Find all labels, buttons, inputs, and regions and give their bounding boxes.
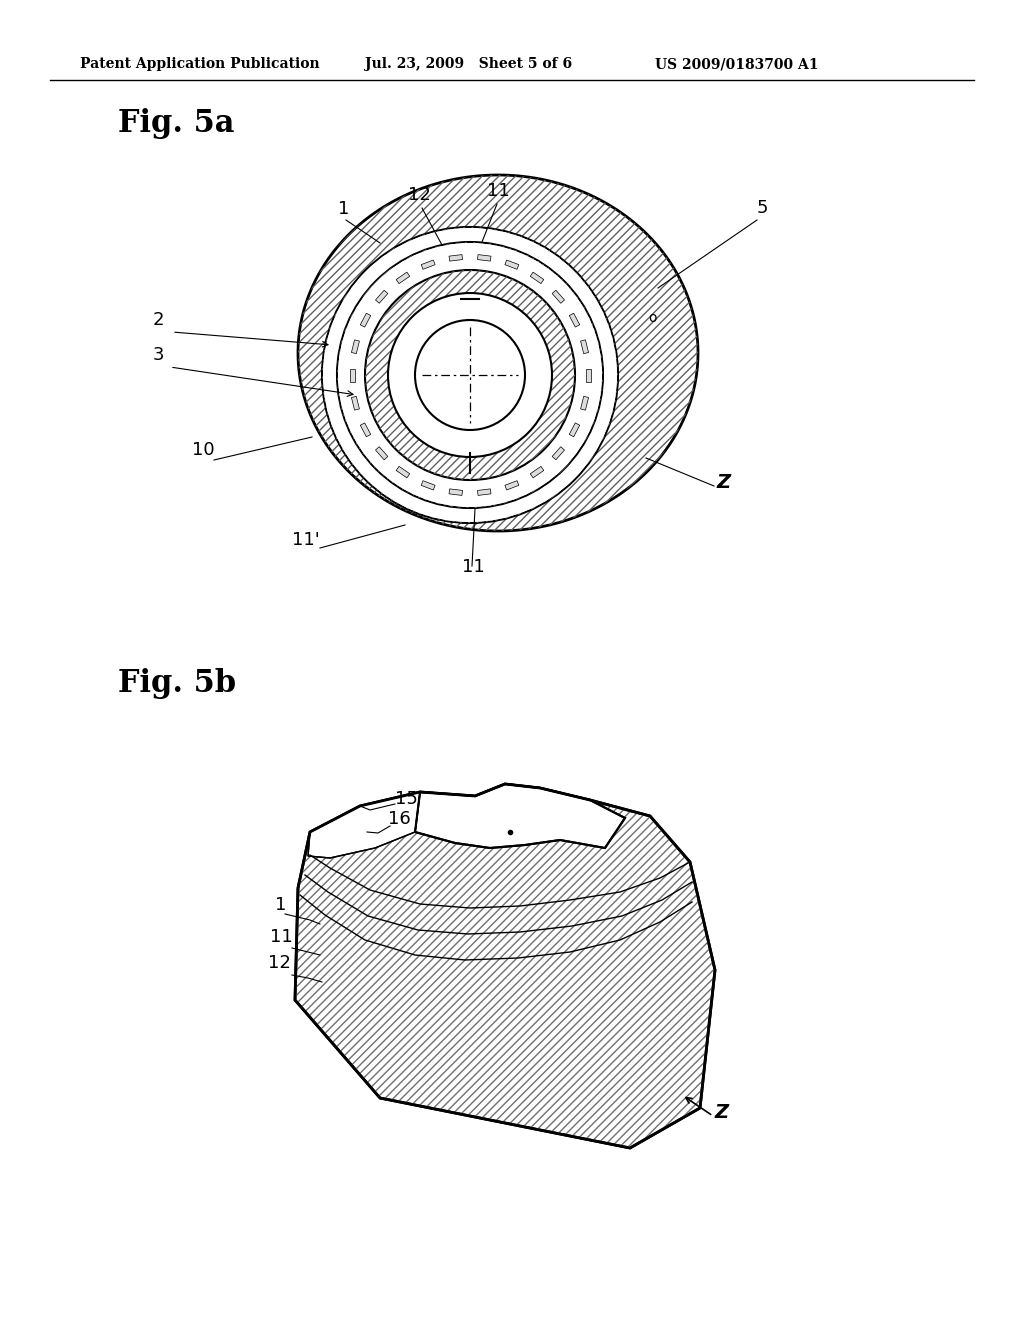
Bar — [477, 255, 490, 261]
Bar — [360, 313, 371, 327]
Bar — [396, 466, 410, 478]
Text: 11: 11 — [487, 182, 510, 201]
Text: 12: 12 — [268, 954, 291, 972]
Bar — [581, 339, 589, 354]
Text: 1: 1 — [338, 201, 349, 218]
Polygon shape — [298, 176, 698, 531]
Text: 2: 2 — [153, 312, 165, 329]
Text: 11: 11 — [462, 558, 484, 576]
Text: 11': 11' — [292, 531, 319, 549]
Bar — [569, 313, 580, 327]
Text: Fig. 5a: Fig. 5a — [118, 108, 234, 139]
Bar — [569, 422, 580, 437]
Bar — [421, 480, 435, 490]
Bar — [421, 260, 435, 269]
Text: Jul. 23, 2009   Sheet 5 of 6: Jul. 23, 2009 Sheet 5 of 6 — [365, 57, 572, 71]
Text: 15: 15 — [395, 789, 418, 808]
Bar — [505, 260, 519, 269]
Text: Z: Z — [715, 1104, 729, 1122]
Bar — [552, 446, 564, 459]
Text: o: o — [648, 312, 656, 325]
Bar — [530, 466, 544, 478]
Circle shape — [337, 242, 603, 508]
Bar — [376, 290, 388, 304]
Polygon shape — [308, 792, 420, 858]
Bar — [349, 368, 354, 381]
Bar — [376, 446, 388, 459]
Text: 5: 5 — [757, 199, 768, 216]
Bar — [449, 488, 463, 495]
Text: Patent Application Publication: Patent Application Publication — [80, 57, 319, 71]
Bar — [396, 272, 410, 284]
Polygon shape — [295, 784, 715, 1148]
Text: 16: 16 — [388, 810, 411, 828]
Bar — [351, 339, 359, 354]
Text: 1: 1 — [275, 896, 287, 913]
Bar — [581, 396, 589, 411]
Bar — [586, 368, 591, 381]
Circle shape — [365, 271, 575, 480]
Circle shape — [338, 243, 602, 507]
Text: 11: 11 — [270, 928, 293, 946]
Circle shape — [415, 319, 525, 430]
Circle shape — [322, 227, 618, 523]
Text: 3: 3 — [153, 346, 165, 364]
Bar — [477, 488, 490, 495]
Bar — [505, 480, 519, 490]
Bar — [351, 396, 359, 411]
Bar — [449, 255, 463, 261]
Circle shape — [388, 293, 552, 457]
Bar — [530, 272, 544, 284]
Bar — [360, 422, 371, 437]
Text: 12: 12 — [408, 186, 431, 205]
Circle shape — [323, 228, 617, 521]
Text: 10: 10 — [193, 441, 215, 459]
Text: Fig. 5b: Fig. 5b — [118, 668, 237, 700]
Polygon shape — [415, 784, 625, 847]
Text: US 2009/0183700 A1: US 2009/0183700 A1 — [655, 57, 818, 71]
Text: Z: Z — [716, 473, 730, 492]
Bar — [552, 290, 564, 304]
